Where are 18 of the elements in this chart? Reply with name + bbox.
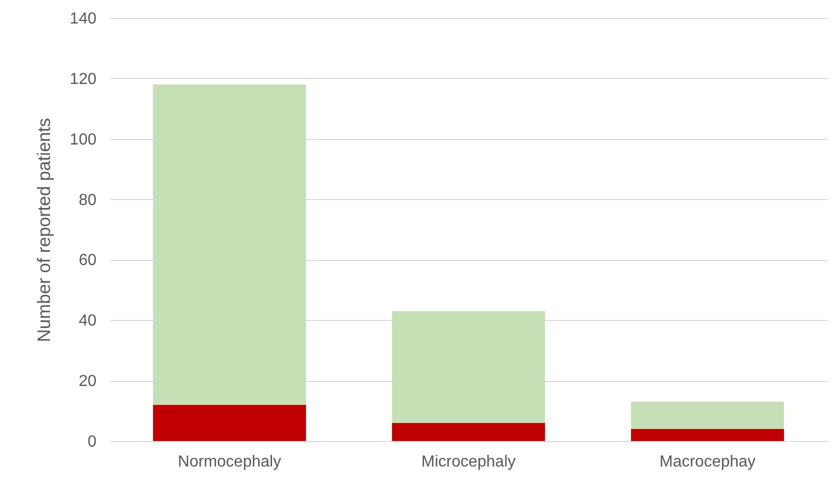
y-tick-label: 80 [78,192,97,209]
y-tick-label: 60 [78,252,97,270]
y-tick-label: 140 [70,10,97,28]
x-tick-label: Microcephaly [421,454,516,470]
x-tick-label: Macrocephay [659,454,756,470]
bar [153,84,306,405]
bar [631,402,784,429]
y-tick-label: 100 [70,131,97,148]
bar [631,428,784,441]
y-tick-label: 0 [88,434,97,450]
y-axis-title: Number of reported patients [34,118,54,342]
bar [153,404,306,441]
x-tick-label: Normocephaly [178,454,282,470]
y-tick-label: 120 [70,70,97,88]
y-tick-label: 40 [78,312,97,330]
bar [392,422,545,441]
y-tick-label: 20 [78,373,97,390]
bar [392,311,545,423]
